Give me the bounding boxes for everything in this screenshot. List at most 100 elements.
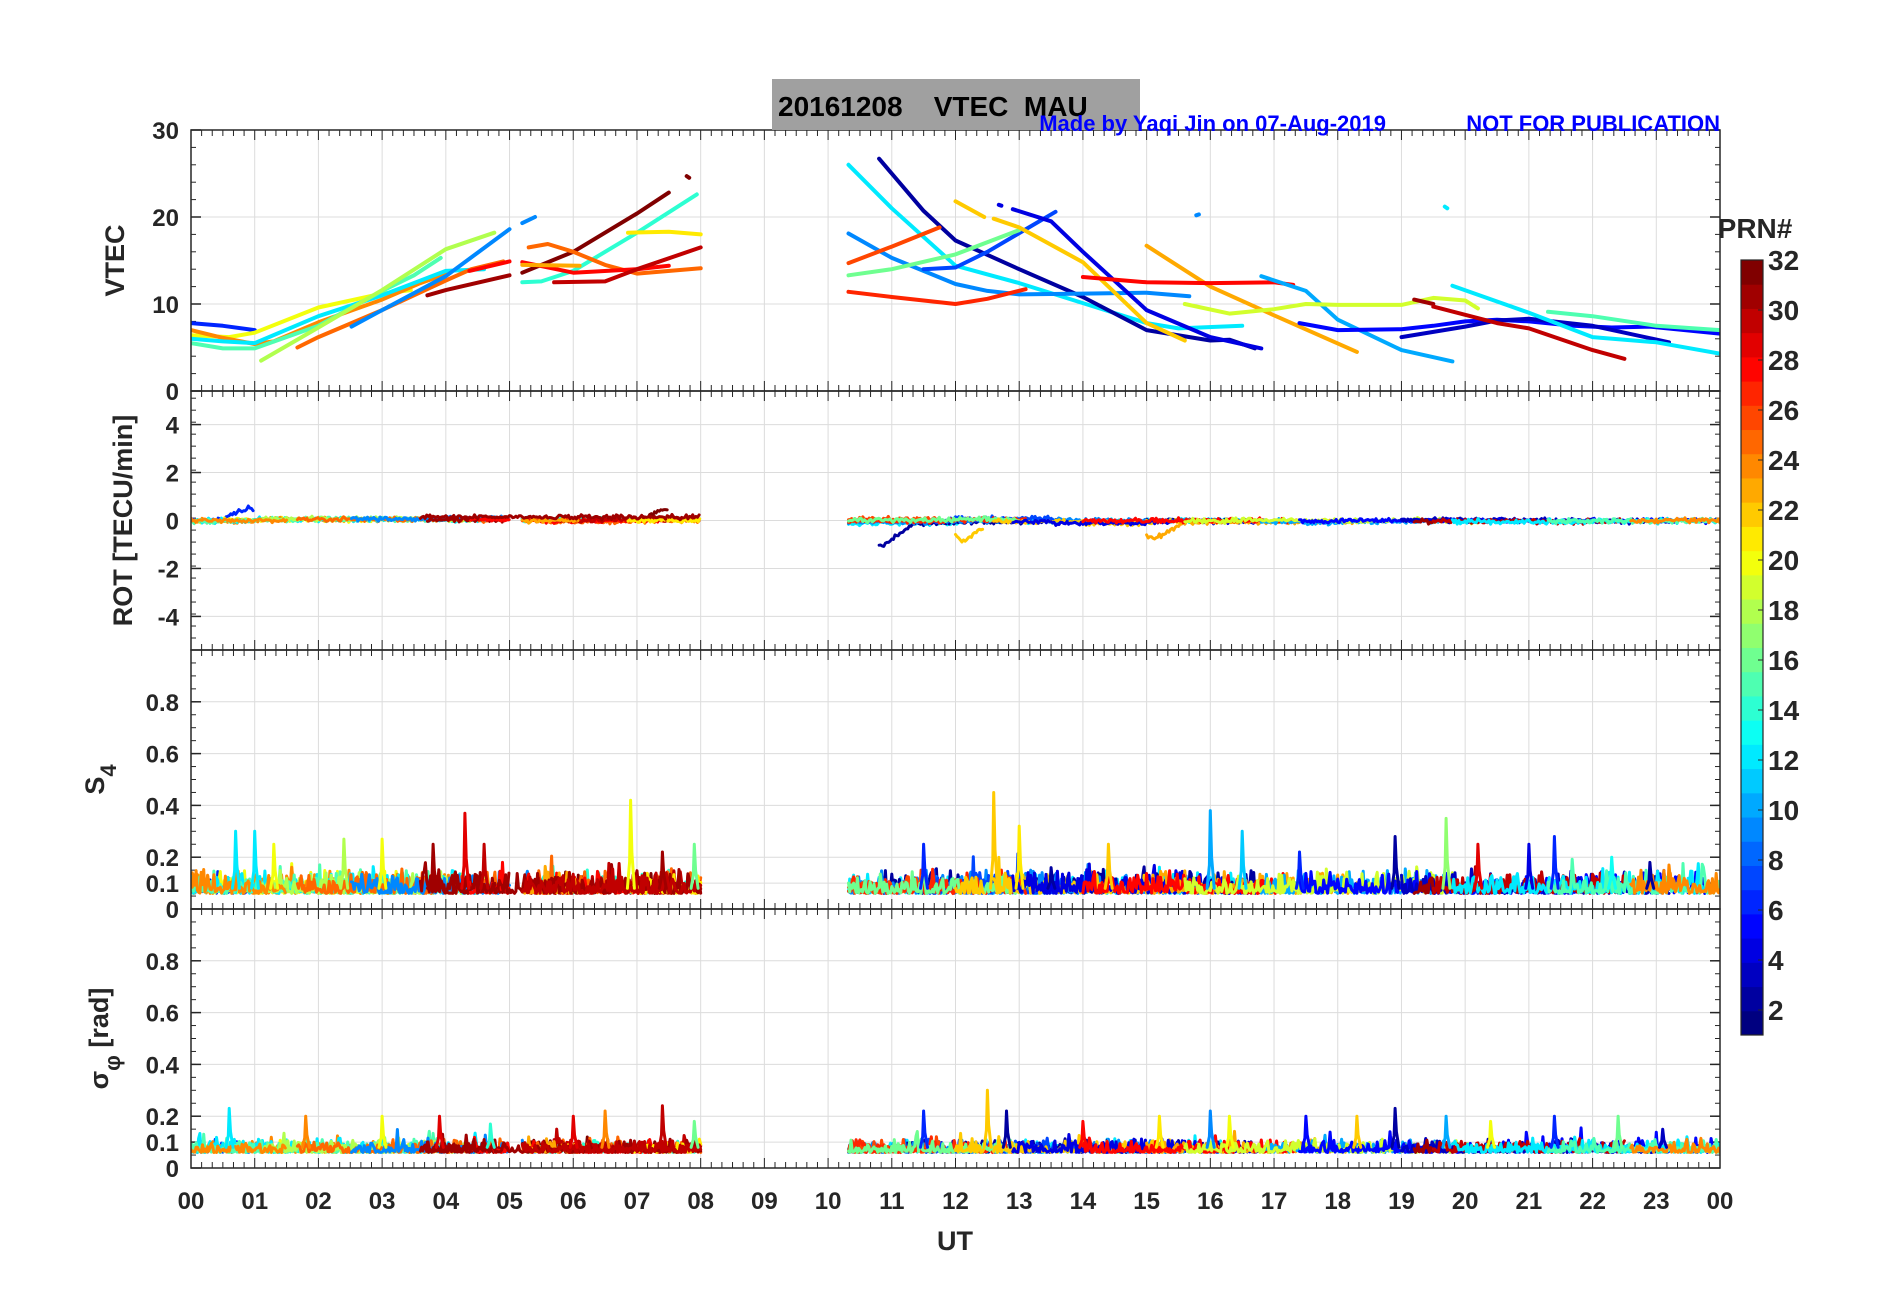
rot-trace	[520, 517, 580, 525]
vtec-arc	[191, 267, 487, 346]
s4-spike	[230, 829, 241, 890]
s4-spike	[1103, 842, 1114, 890]
sigma_phi-spike	[1613, 1114, 1624, 1149]
figure-title: 20161208 VTEC MAU	[778, 91, 1088, 122]
credit-text: Made by Yaqi Jin on 07-Aug-2019	[1039, 111, 1386, 136]
x-tick-label: 23	[1643, 1188, 1670, 1215]
y-tick-label: 4	[166, 413, 180, 440]
vtec-arc	[349, 227, 512, 329]
colorbar-swatch	[1741, 574, 1763, 600]
rot-trace	[191, 516, 289, 525]
x-tick-label: 00	[178, 1188, 205, 1215]
s4-spike	[1237, 829, 1248, 890]
x-tick-label: 00	[1707, 1188, 1734, 1215]
sigma_phi-spike	[600, 1109, 611, 1149]
vtec-arc	[552, 245, 703, 285]
y-tick-label: 0.8	[146, 949, 179, 976]
vtec-arc	[996, 202, 1004, 208]
colorbar-swatch	[1741, 695, 1763, 721]
panel-s4: 00.10.2 0.4 0.6 0.8 S4	[80, 649, 1721, 924]
sigma_phi-spike	[1001, 1109, 1012, 1149]
panel-sigma_phi: 00.10.2 0.4 0.6 0.8 σφ [rad]	[84, 908, 1721, 1183]
s4-trace	[1081, 869, 1295, 895]
x-tick-label: 20	[1452, 1188, 1479, 1215]
sigma_phi-spike	[1549, 1114, 1560, 1149]
vtec-arc	[1144, 243, 1359, 354]
sigma_phi-spike	[657, 1104, 668, 1149]
sigma_phi-spike	[1486, 1119, 1496, 1149]
sigma_phi-spike	[1352, 1114, 1363, 1149]
y-axis-label: ROT [TECU/min]	[108, 415, 138, 626]
colorbar-swatch	[1741, 841, 1763, 866]
sigma_phi-spike	[568, 1114, 579, 1149]
colorbar-swatch	[1741, 284, 1763, 309]
x-tick-label: 11	[879, 1188, 904, 1215]
s4-spike	[377, 837, 388, 890]
y-tick-label: 2	[166, 461, 179, 488]
s4-spike	[1664, 863, 1675, 890]
y-tick-label: -4	[158, 604, 180, 631]
colorbar-swatch	[1741, 817, 1763, 842]
sigma_phi-trace	[954, 1131, 985, 1154]
vtec-arc	[991, 216, 1187, 343]
x-tick-label: 06	[560, 1188, 587, 1215]
x-tick-label: 05	[496, 1188, 523, 1215]
rot-trace	[1412, 517, 1435, 526]
colorbar-swatch	[1741, 260, 1763, 285]
colorbar-swatch	[1741, 986, 1763, 1012]
vtec-arc	[1442, 204, 1450, 211]
y-tick-label: 0.6	[146, 742, 179, 769]
rot-trace	[847, 515, 1021, 525]
colorbar-swatch	[1741, 453, 1763, 479]
sigma_phi-trace	[1412, 1138, 1435, 1154]
colorbar-swatch	[1741, 647, 1763, 673]
colorbar-swatch	[1741, 405, 1763, 431]
colorbar-swatch	[1741, 744, 1763, 770]
sigma_phi-spike	[1205, 1109, 1216, 1149]
sigma_phi-spike	[434, 1114, 445, 1149]
s4-spike	[1524, 842, 1535, 890]
rot-traces	[191, 504, 1720, 548]
y-axis-label: σφ [rad]	[84, 988, 125, 1090]
colorbar-tick-label: 30	[1768, 295, 1799, 326]
vtec-traces	[191, 156, 1720, 364]
vtec-arc	[1431, 304, 1627, 361]
s4-spike	[1441, 816, 1452, 890]
rot-trace	[1629, 516, 1720, 525]
title-background	[772, 79, 1140, 130]
vtec-arc	[1399, 316, 1671, 345]
colorbar-swatch	[1741, 792, 1763, 818]
vtec-arc	[1194, 212, 1201, 218]
s4-spike	[1607, 855, 1617, 890]
sigma_phi-spike	[485, 1122, 496, 1149]
colorbar-swatch	[1741, 623, 1763, 648]
axes-box	[190, 908, 1721, 1169]
s4-spike	[479, 842, 490, 890]
colorbar-swatch	[1741, 768, 1763, 794]
sigma_phi-trace	[191, 1141, 287, 1154]
y-tick-label: 0.6	[146, 1001, 179, 1028]
y-tick-label: 0.1	[146, 871, 179, 898]
x-tick-label: 08	[687, 1188, 714, 1215]
vtec-arc	[1259, 274, 1455, 364]
s4-trace	[1412, 876, 1435, 895]
vtec-arc	[1546, 309, 1720, 333]
vtec-arc	[953, 199, 987, 219]
x-tick-label: 14	[1070, 1188, 1097, 1215]
colorbar-tick-label: 10	[1768, 795, 1799, 826]
sigma_phi-spike	[377, 1114, 388, 1149]
colorbar-tick-label: 24	[1768, 445, 1800, 476]
rot-trace	[418, 512, 701, 522]
vtec-arc	[520, 260, 671, 275]
colorbar-tick-label: 26	[1768, 395, 1799, 426]
sigma_phi-spike	[1390, 1106, 1401, 1149]
vtec-arc	[425, 273, 512, 298]
y-tick-label: 0	[166, 897, 179, 924]
x-tick-label: 09	[751, 1188, 778, 1215]
sigma_phi-spike	[301, 1114, 311, 1149]
rot-trace	[954, 527, 985, 544]
sigma_phi-spike	[1224, 1114, 1235, 1149]
x-tick-label: 16	[1197, 1188, 1224, 1215]
x-tick-label: 13	[1006, 1188, 1033, 1215]
